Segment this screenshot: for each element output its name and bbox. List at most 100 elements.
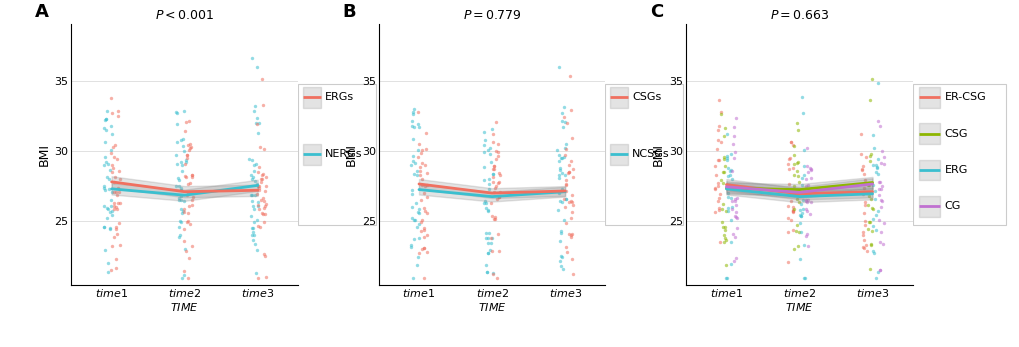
Point	[782, 139, 798, 145]
Point	[565, 174, 581, 179]
Point	[788, 160, 804, 166]
Point	[254, 176, 270, 181]
Point	[709, 183, 726, 189]
Point	[257, 203, 273, 209]
Point	[175, 206, 192, 212]
Point	[856, 177, 872, 183]
Point	[480, 250, 496, 256]
Point	[722, 261, 739, 266]
Point	[246, 206, 262, 212]
Point	[177, 159, 194, 164]
Point	[550, 172, 567, 178]
Point	[100, 161, 116, 167]
Point	[406, 106, 422, 112]
Point	[106, 200, 122, 206]
Point	[723, 176, 740, 182]
Point	[874, 154, 891, 159]
Point	[245, 225, 261, 230]
Point	[718, 153, 735, 159]
Point	[178, 152, 195, 158]
Point	[178, 219, 195, 225]
Point	[800, 190, 816, 196]
Point	[405, 124, 421, 129]
Point	[795, 147, 811, 153]
Point	[249, 65, 265, 70]
Point	[875, 161, 892, 167]
Point	[553, 170, 570, 175]
Point	[729, 225, 745, 231]
Point	[490, 194, 506, 200]
Point	[173, 187, 190, 193]
Point	[552, 230, 569, 236]
Point	[709, 180, 726, 186]
Point	[416, 245, 432, 251]
Point	[564, 209, 580, 214]
Point	[715, 170, 732, 175]
Point	[168, 139, 184, 145]
Point	[170, 183, 186, 189]
Point	[103, 267, 119, 273]
Point	[855, 245, 871, 251]
Point	[172, 137, 189, 143]
Point	[856, 222, 872, 228]
Point	[560, 162, 577, 168]
Point	[107, 265, 123, 271]
Point	[175, 227, 192, 232]
Point	[479, 269, 495, 274]
Point	[106, 234, 122, 239]
Point	[409, 168, 425, 174]
Point	[556, 172, 573, 177]
Point	[852, 131, 868, 136]
Point	[714, 134, 731, 139]
Point	[718, 155, 735, 161]
Point	[172, 206, 189, 212]
Point	[177, 174, 194, 180]
Point	[718, 195, 735, 200]
Point	[173, 159, 190, 165]
Point	[557, 221, 574, 226]
Point	[247, 179, 263, 184]
Point	[853, 167, 869, 172]
Point	[551, 198, 568, 203]
Point	[726, 133, 742, 139]
Point	[721, 239, 738, 244]
Point	[870, 180, 887, 185]
Point	[785, 172, 801, 178]
Point	[102, 227, 118, 232]
Point	[176, 161, 193, 167]
Point	[96, 125, 112, 130]
Point	[98, 116, 114, 121]
Point	[794, 206, 810, 212]
Point	[100, 270, 116, 275]
Point	[780, 162, 796, 167]
Point	[180, 275, 197, 280]
Point	[489, 153, 505, 159]
Point	[253, 180, 269, 185]
X-axis label: $\it{TIME}$: $\it{TIME}$	[170, 301, 199, 313]
Point	[856, 202, 872, 208]
Point	[780, 229, 796, 234]
Point	[487, 149, 503, 154]
Point	[871, 240, 888, 245]
Point	[853, 167, 869, 173]
Point	[408, 201, 424, 206]
Point	[786, 246, 802, 252]
Point	[183, 202, 200, 208]
Point	[722, 196, 739, 201]
Point	[725, 142, 741, 147]
Point	[101, 176, 117, 181]
Point	[407, 160, 423, 166]
Point	[866, 189, 882, 194]
Point	[718, 157, 735, 162]
Point	[784, 208, 800, 213]
Point	[104, 212, 120, 218]
Point	[96, 225, 112, 230]
Point	[181, 255, 198, 261]
Point	[864, 250, 880, 255]
Point	[781, 156, 797, 161]
Point	[706, 185, 722, 191]
Point	[706, 186, 722, 192]
Point	[244, 192, 260, 197]
Point	[784, 207, 800, 213]
Point	[553, 155, 570, 161]
